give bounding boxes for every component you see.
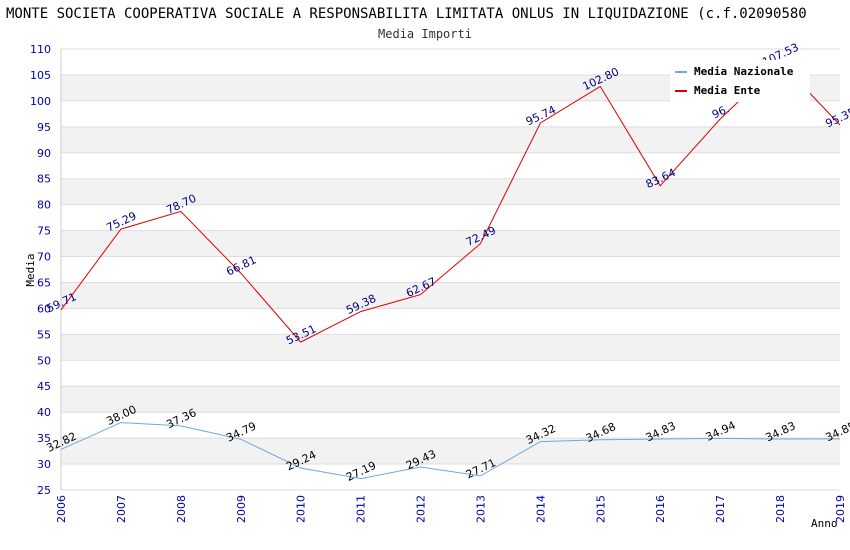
data-label: 34.85 [823,419,850,444]
y-tick-label: 105 [30,69,51,82]
x-tick-label: 2009 [235,495,248,523]
data-label: 96. [710,102,731,121]
chart-subtitle: Media Importi [378,27,472,41]
y-tick-label: 35 [37,432,51,445]
x-tick-label: 2010 [295,495,308,523]
legend-box [670,60,810,102]
x-tick-label: 2017 [714,495,727,523]
x-tick-label: 2014 [534,495,547,523]
grid-band [61,386,840,413]
y-tick-label: 65 [37,276,51,289]
series-line-ente [60,61,841,343]
grid-band [61,334,840,361]
y-tick-label: 45 [37,380,51,393]
y-tick-label: 30 [37,458,51,471]
grid-band [61,230,840,257]
x-axis-title: Anno [811,517,838,530]
series-line-nazionale [60,422,841,480]
x-tick-label: 2007 [115,495,128,523]
data-label: 95.35 [823,105,850,130]
y-tick-label: 85 [37,173,51,186]
legend-label-ente: Media Ente [694,84,761,97]
y-tick-label: 80 [37,199,51,212]
y-axis-title: Media [24,253,37,286]
y-axis-ticks: 25 30 35 40 45 50 55 60 65 70 75 80 85 90 95 100 105 110 [30,43,51,497]
y-tick-label: 60 [37,302,51,315]
x-tick-label: 2008 [175,495,188,523]
y-tick-label: 40 [37,406,51,419]
grid-bands [61,74,840,465]
y-tick-label: 95 [37,121,51,134]
y-tick-label: 75 [37,225,51,238]
y-tick-label: 90 [37,147,51,160]
data-label: 66.81 [224,253,258,278]
x-axis-ticks: 2006 2007 2008 2009 2010 2011 2012 2013 2014 2015… [55,495,847,523]
grid-band [61,438,840,465]
y-tick-label: 25 [37,484,51,497]
y-tick-label: 100 [30,95,51,108]
legend: Media Nazionale Media Ente [670,60,810,102]
grid-band [61,126,840,153]
grid-band [61,282,840,309]
x-tick-label: 2011 [355,495,368,523]
x-tick-label: 2016 [654,495,667,523]
x-tick-label: 2018 [774,495,787,523]
grid-band [61,178,840,205]
y-tick-label: 110 [30,43,51,56]
x-tick-label: 2019 [834,495,847,523]
x-tick-label: 2006 [55,495,68,523]
data-label: 95.74 [524,103,558,128]
x-tick-label: 2015 [594,495,607,523]
x-tick-label: 2012 [415,495,428,523]
legend-label-nazionale: Media Nazionale [694,65,794,78]
y-tick-label: 55 [37,328,51,341]
y-tick-label: 50 [37,354,51,367]
chart-title: MONTE SOCIETA COOPERATIVA SOCIALE A RESP… [6,6,807,22]
x-tick-label: 2013 [474,495,487,523]
y-tick-label: 70 [37,251,51,264]
series-lines [60,61,841,480]
